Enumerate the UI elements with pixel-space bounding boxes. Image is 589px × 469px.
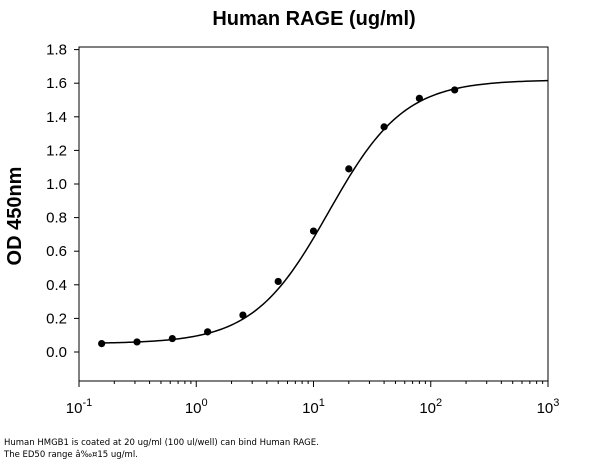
x-tick-label: 102 <box>419 397 442 417</box>
plot-frame <box>78 46 549 382</box>
y-tick-label: 0.4 <box>46 277 67 294</box>
y-tick-label: 0.6 <box>46 243 67 260</box>
data-point <box>415 94 423 102</box>
data-point <box>380 123 388 131</box>
data-point <box>168 334 176 343</box>
y-tick-label: 1.0 <box>46 176 67 193</box>
caption-line-1: Human HMGB1 is coated at 20 ug/ml (100 u… <box>4 438 319 448</box>
data-point <box>345 165 353 173</box>
fit-curve <box>99 79 549 344</box>
data-point <box>133 338 141 346</box>
data-point <box>204 328 212 336</box>
y-tick-label: 1.6 <box>46 75 67 92</box>
chart-title: Human RAGE (ug/ml) <box>212 8 415 30</box>
y-tick-label: 1.8 <box>46 42 67 59</box>
x-tick-label: 10-1 <box>66 397 92 417</box>
data-point <box>98 340 106 348</box>
caption-line-2: The ED50 range â‰¤15 ug/ml. <box>4 450 138 460</box>
y-axis-label: OD 450nm <box>4 167 26 266</box>
y-tick-label: 0.8 <box>46 210 67 227</box>
data-point <box>309 227 318 235</box>
data-point <box>274 277 282 286</box>
y-tick-label: 0.2 <box>46 310 67 327</box>
y-tick-label: 0.0 <box>46 344 67 361</box>
data-point <box>451 86 459 94</box>
data-point <box>239 311 247 319</box>
x-tick-label: 100 <box>185 397 208 417</box>
x-tick-label: 103 <box>537 397 560 417</box>
y-tick-label: 1.2 <box>46 142 67 159</box>
y-tick-label: 1.4 <box>46 109 67 126</box>
x-tick-label: 101 <box>302 397 325 417</box>
